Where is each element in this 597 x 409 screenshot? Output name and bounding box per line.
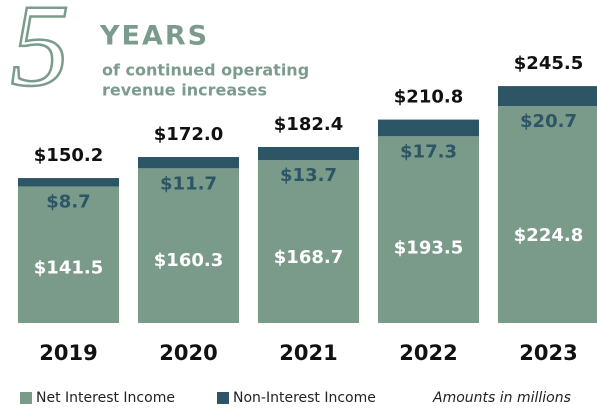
x-tick-label: 2019: [39, 341, 97, 365]
value-label: $141.5: [34, 257, 103, 278]
bar-segment: [498, 106, 597, 324]
x-tick-label: 2023: [519, 341, 577, 365]
x-tick-label: 2020: [159, 341, 217, 365]
total-label: $150.2: [34, 145, 103, 166]
value-label: $8.7: [46, 191, 90, 212]
x-tick-label: 2022: [399, 341, 457, 365]
title-numeral: 5: [11, 0, 70, 111]
value-label: $168.7: [274, 247, 343, 268]
legend-label: Non-Interest Income: [233, 390, 376, 406]
value-label: $17.3: [400, 141, 457, 162]
bar-segment: [138, 168, 239, 323]
total-label: $210.8: [394, 87, 463, 108]
chart-title: YEARS: [99, 21, 209, 52]
value-label: $13.7: [280, 165, 337, 186]
bar-segment: [18, 186, 119, 323]
total-label: $245.5: [514, 53, 583, 74]
value-label: $20.7: [520, 111, 577, 132]
legend-label: Net Interest Income: [36, 390, 175, 406]
bar-segment: [258, 146, 359, 161]
value-label: $160.3: [154, 250, 223, 271]
bar-segment: [18, 178, 119, 187]
subtitle: of continued operating: [102, 61, 309, 80]
legend-swatch: [217, 392, 229, 404]
value-label: $193.5: [394, 237, 463, 258]
legend-swatch: [20, 392, 32, 404]
note: Amounts in millions: [432, 390, 571, 406]
bar-segment: [378, 119, 479, 137]
value-label: $224.8: [514, 225, 583, 246]
bar-segment: [258, 160, 359, 323]
bar-segment: [378, 136, 479, 323]
total-label: $172.0: [154, 124, 223, 145]
subtitle: revenue increases: [102, 81, 267, 100]
bar-segment: [138, 157, 239, 169]
value-label: $11.7: [160, 173, 217, 194]
x-tick-label: 2021: [279, 341, 337, 365]
total-label: $182.4: [274, 114, 343, 135]
bar-segment: [498, 86, 597, 107]
